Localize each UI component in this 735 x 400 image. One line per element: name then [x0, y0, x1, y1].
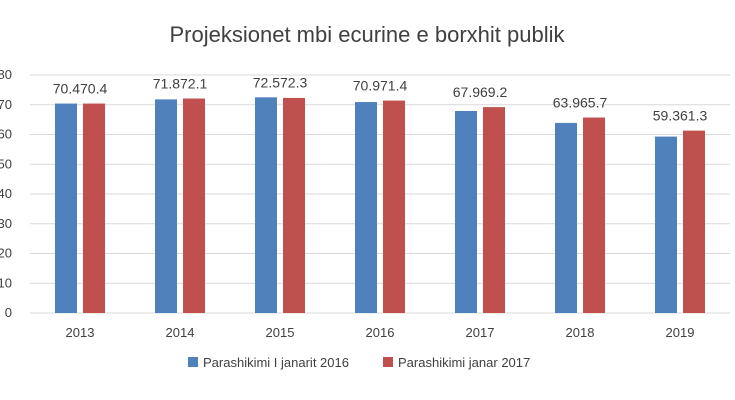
legend-label: Parashikimi janar 2017 — [398, 355, 530, 370]
bar-series2-2018 — [583, 117, 605, 313]
bar-series2-2013 — [83, 103, 105, 313]
y-tick-label: 60 — [0, 127, 12, 142]
data-label: 70.4 — [80, 81, 107, 97]
x-tick-label: 2013 — [66, 325, 95, 340]
x-tick-label: 2015 — [266, 325, 295, 340]
bar-series1-2018 — [555, 122, 577, 314]
bar-series1-2016 — [355, 102, 377, 313]
bar-series1-2015 — [255, 97, 277, 313]
y-tick-label: 80 — [0, 67, 12, 82]
x-axis: 2013 2014 2015 2016 2017 2018 2019 — [66, 325, 695, 340]
x-tick-label: 2017 — [466, 325, 495, 340]
bar-series2-2016 — [383, 100, 405, 314]
bar-series2-2019 — [683, 130, 705, 313]
data-label: 70.4 — [53, 81, 80, 97]
legend-swatch — [188, 357, 198, 367]
x-tick-label: 2018 — [566, 325, 595, 340]
data-label: 67.9 — [453, 84, 480, 100]
bar-series2-2014 — [183, 98, 205, 313]
y-tick-label: 30 — [0, 216, 12, 231]
bar-series2-2017 — [483, 107, 505, 313]
data-label: 61.3 — [680, 108, 707, 124]
y-tick-label: 70 — [0, 97, 12, 112]
data-label: 59.3 — [653, 108, 680, 124]
legend: Parashikimi I janarit 2016 Parashikimi ja… — [188, 355, 530, 370]
data-label: 72.5 — [253, 74, 280, 90]
data-label: 72.3 — [280, 74, 307, 90]
y-tick-label: 0 — [5, 305, 12, 320]
data-label: 71.8 — [153, 76, 180, 92]
data-label: 71.4 — [380, 78, 407, 94]
bar-series1-2017 — [455, 110, 477, 313]
data-label: 70.9 — [353, 78, 380, 94]
bars — [55, 97, 705, 314]
legend-label: Parashikimi I janarit 2016 — [203, 355, 349, 370]
data-labels: 70.4 70.4 71.8 72.1 72.5 72.3 70.9 71.4 67.9 69.2… — [53, 74, 708, 123]
y-tick-label: 40 — [0, 186, 12, 201]
data-label: 63.9 — [553, 95, 580, 111]
y-tick-label: 50 — [0, 156, 12, 171]
data-label: 69.2 — [480, 84, 507, 100]
data-label: 65.7 — [580, 95, 607, 111]
x-tick-label: 2019 — [666, 325, 695, 340]
x-tick-label: 2016 — [366, 325, 395, 340]
bar-series2-2015 — [283, 97, 305, 313]
legend-swatch — [383, 357, 393, 367]
bar-series1-2013 — [55, 103, 77, 313]
x-tick-label: 2014 — [166, 325, 195, 340]
bar-series1-2014 — [155, 99, 177, 314]
bar-series1-2019 — [655, 136, 677, 313]
y-axis: 0 10 20 30 40 50 60 70 80 — [0, 67, 12, 320]
chart-title: Projeksionet mbi ecurine e borxhit publi… — [170, 22, 566, 47]
y-tick-label: 10 — [0, 275, 12, 290]
gridlines — [30, 74, 730, 314]
data-label: 72.1 — [180, 76, 207, 92]
y-tick-label: 20 — [0, 246, 12, 261]
